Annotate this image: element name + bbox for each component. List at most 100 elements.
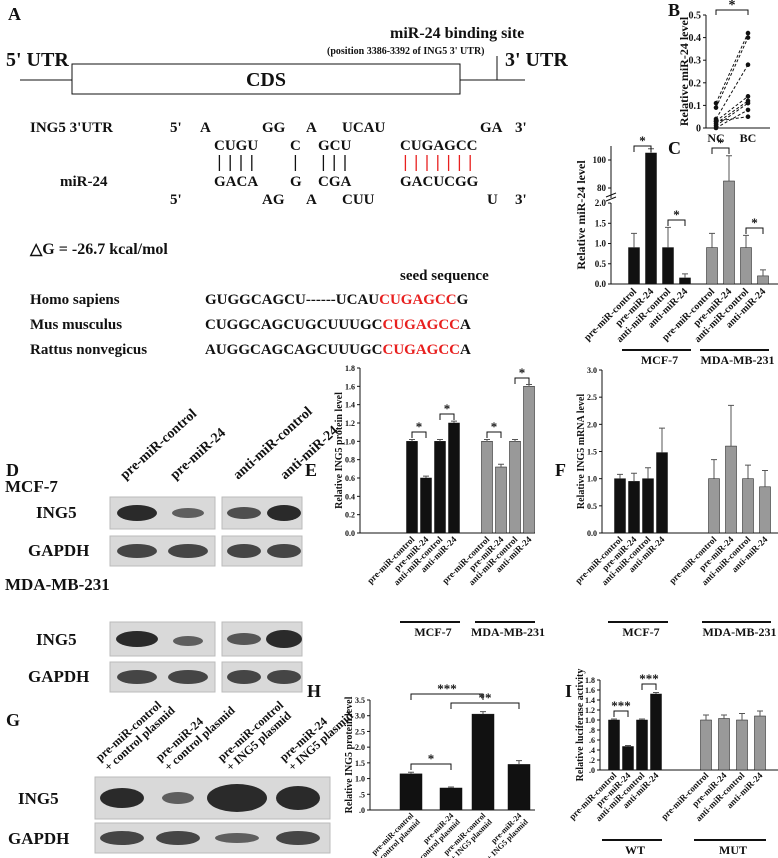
species: Homo sapiens — [30, 292, 120, 308]
error-bar — [409, 439, 415, 442]
y-tick-label: 1.4 — [585, 696, 595, 705]
bar — [656, 452, 668, 534]
band — [267, 670, 301, 684]
mirna-label: miR-24 — [60, 174, 108, 190]
y-tick-label: 1.0 — [587, 475, 597, 484]
y-axis-title: Relative miR-24 level — [574, 160, 588, 270]
alignment-token: AG — [262, 192, 285, 208]
y-tick-label: 0.0 — [587, 529, 597, 538]
panel-letter: G — [6, 710, 20, 730]
panel-letter: C — [668, 138, 681, 158]
bar — [399, 773, 423, 811]
error-bar — [665, 226, 671, 248]
y-tick-label: 1.2 — [585, 706, 595, 715]
axis-break-mark — [605, 196, 617, 202]
y-tick-label: .0 — [359, 806, 365, 815]
bar — [718, 718, 730, 771]
bar — [439, 787, 463, 811]
significance: ** — [479, 690, 492, 705]
y-tick-label: .6 — [589, 736, 595, 745]
band — [117, 670, 157, 684]
band — [162, 792, 194, 804]
y-tick-label: 1.0 — [355, 775, 365, 784]
bar — [420, 477, 432, 534]
band — [276, 786, 320, 810]
error-bar — [423, 475, 429, 478]
significance-bracket — [450, 702, 520, 709]
error-bar — [726, 155, 732, 181]
bar — [679, 277, 691, 285]
blot-row: GAPDH — [8, 829, 69, 848]
panel-letter: H — [307, 681, 321, 701]
species: Rattus nonvegicus — [30, 342, 147, 358]
bar — [708, 478, 720, 534]
y-tick-label: 2.0 — [587, 420, 597, 429]
bar — [509, 441, 521, 534]
y-tick-label: .2 — [589, 756, 595, 765]
bar — [662, 247, 674, 285]
panel-letter: B — [668, 0, 680, 20]
point — [745, 94, 751, 99]
group-label: MDA-MB-231 — [701, 353, 775, 367]
panel-letter: D — [6, 460, 19, 480]
error-bar — [631, 232, 637, 248]
blot-row: GAPDH — [28, 667, 89, 686]
band — [168, 544, 208, 558]
point — [745, 107, 751, 113]
bar — [481, 441, 493, 534]
significance: * — [751, 215, 758, 230]
pair-line — [715, 102, 749, 127]
error-bar — [762, 470, 768, 487]
pair-line — [715, 37, 749, 108]
band — [267, 505, 301, 521]
bar — [628, 481, 640, 534]
alignment-token: 3' — [515, 120, 527, 136]
y-tick-label: 3.5 — [355, 696, 365, 705]
y-axis-title: Relative ING5 protein level — [334, 392, 345, 509]
y-axis-title: Relative ING5 protein level — [344, 696, 355, 813]
alignment-token: GACUCGG — [400, 174, 479, 190]
bar — [642, 478, 654, 534]
y-tick-label: 0.5 — [689, 11, 702, 22]
delta-g: △G = -26.7 kcal/mol — [29, 241, 168, 258]
error-bar — [451, 420, 457, 423]
y-tick-label: 0 — [696, 124, 701, 135]
y-tick-label: 2.5 — [355, 727, 365, 736]
blot-d: MCF-7 ING5 GAPDH MDA-MB-231 ING5 GAPDH — [5, 477, 303, 693]
bar — [523, 386, 535, 534]
band — [116, 631, 158, 647]
y-tick-label: 80 — [597, 183, 607, 193]
group-label: MCF-7 — [641, 353, 678, 367]
axis-break — [606, 198, 616, 203]
band — [117, 505, 157, 521]
blot-row: GAPDH — [28, 541, 89, 560]
band — [173, 636, 203, 646]
error-bar — [711, 459, 717, 479]
band — [168, 670, 208, 684]
seed-label: seed sequence — [400, 268, 489, 284]
y-tick-label: 0.0 — [595, 279, 607, 289]
y-tick-label: 1.5 — [355, 759, 365, 768]
panel-letter: I — [565, 681, 572, 701]
alignment-token: CUGAGCC — [400, 138, 478, 154]
point — [745, 100, 751, 106]
significance: *** — [611, 698, 631, 713]
alignment-token: GG — [262, 120, 286, 136]
sequence-part: AUGGCAGCAGCUUUGC — [205, 342, 383, 358]
alignment-token: A — [306, 192, 317, 208]
y-tick-label: 0.3 — [689, 56, 702, 67]
alignment-token: CGA — [318, 174, 352, 190]
band — [215, 833, 259, 843]
sequence-tail: A — [460, 342, 471, 358]
alignment-token: A — [200, 120, 211, 136]
x-tick-label: NC — [707, 131, 724, 145]
sequence-tail: G — [457, 292, 469, 308]
mrna-label: ING5 3'UTR — [30, 120, 113, 136]
error-bar — [682, 273, 688, 278]
significance-bracket — [667, 219, 686, 226]
alignment-token: A — [306, 120, 317, 136]
pair-line — [715, 32, 749, 104]
error-bar — [639, 718, 645, 720]
bar — [736, 719, 748, 771]
y-tick-label: .4 — [589, 746, 595, 755]
